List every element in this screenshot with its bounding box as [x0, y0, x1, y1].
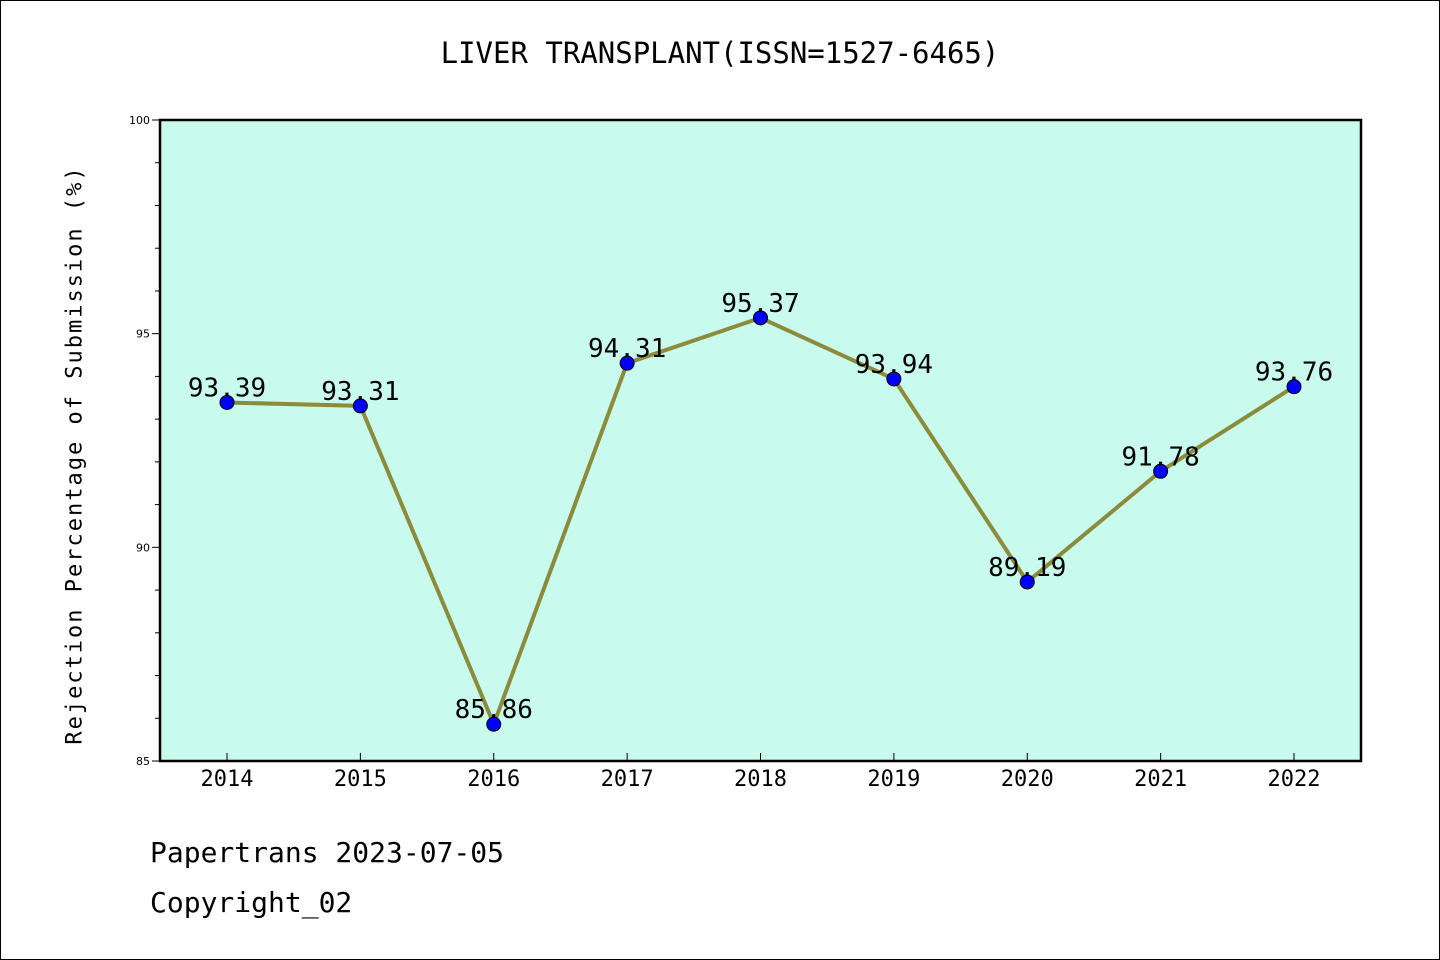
data-label: 85.86 — [455, 695, 533, 725]
data-label: 95.37 — [721, 289, 799, 319]
data-label: 94.31 — [588, 334, 666, 364]
data-label: 93.39 — [188, 373, 266, 403]
data-point — [219, 394, 235, 410]
data-label: 93.76 — [1255, 358, 1333, 388]
data-label: 91.78 — [1121, 442, 1199, 472]
data-point — [619, 355, 635, 371]
x-tick-label: 2019 — [867, 767, 920, 792]
series-layer: 93.39 93.31 85.86 94.31 95.37 93.94 89.19 91.78… — [188, 289, 1333, 732]
footer-copyright: Copyright_02 — [150, 886, 353, 919]
data-point — [1286, 379, 1302, 395]
plot-border — [158, 118, 1363, 763]
x-tick-label: 2022 — [1268, 767, 1321, 792]
x-tick-label: 2017 — [601, 767, 654, 792]
data-point — [1019, 574, 1035, 590]
x-axis: 2014 2015 2016 2017 2018 2019 2020 2021 2022 — [201, 753, 1321, 792]
x-tick-label: 2016 — [467, 767, 520, 792]
footer-date: Papertrans 2023-07-05 — [150, 836, 505, 869]
data-point — [486, 716, 502, 732]
data-point — [753, 310, 768, 326]
data-label: 93.94 — [855, 350, 933, 380]
x-tick-label: 2018 — [734, 767, 787, 792]
data-point — [1153, 463, 1169, 479]
x-tick-label: 2015 — [334, 767, 387, 792]
data-point — [352, 398, 368, 414]
y-tick-label: 85 — [136, 755, 150, 768]
data-label: 93.31 — [321, 377, 399, 407]
y-tick-label: 100 — [129, 114, 150, 127]
x-tick-label: 2021 — [1134, 767, 1187, 792]
data-point — [886, 371, 902, 387]
data-label: 89.19 — [988, 553, 1066, 583]
plot-area — [160, 120, 1361, 761]
y-axis: 85 90 95 100 — [129, 114, 160, 768]
x-tick-label: 2020 — [1001, 767, 1054, 792]
y-tick-label: 95 — [136, 328, 150, 341]
x-tick-label: 2014 — [201, 767, 254, 792]
y-tick-label: 90 — [136, 541, 150, 554]
chart-title: LIVER TRANSPLANT(ISSN=1527-6465) — [440, 36, 1000, 70]
